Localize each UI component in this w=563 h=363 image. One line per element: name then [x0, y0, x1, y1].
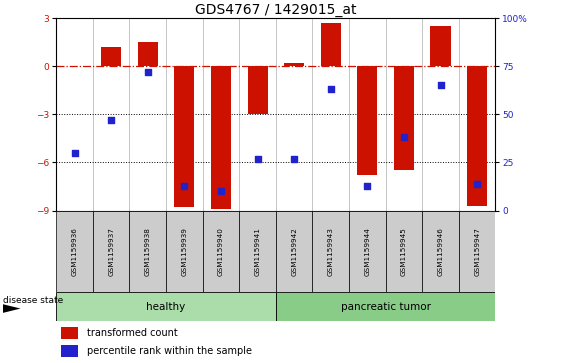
- Point: [180, 183, 189, 188]
- Point: [143, 69, 152, 75]
- Bar: [138, 42, 158, 66]
- Point: [436, 82, 445, 88]
- Text: GSM1159946: GSM1159946: [437, 227, 444, 276]
- Text: disease state: disease state: [3, 296, 63, 305]
- Text: GSM1159944: GSM1159944: [364, 227, 370, 276]
- Bar: [467, 66, 487, 206]
- Bar: [386, 211, 422, 292]
- Title: GDS4767 / 1429015_at: GDS4767 / 1429015_at: [195, 3, 356, 17]
- Bar: [394, 66, 414, 171]
- Bar: [422, 211, 459, 292]
- Text: GSM1159945: GSM1159945: [401, 227, 407, 276]
- Bar: [211, 66, 231, 209]
- Bar: [93, 211, 129, 292]
- Text: GSM1159947: GSM1159947: [474, 227, 480, 276]
- Bar: [166, 211, 203, 292]
- Point: [216, 188, 225, 194]
- Text: percentile rank within the sample: percentile rank within the sample: [87, 346, 252, 356]
- Text: GSM1159939: GSM1159939: [181, 227, 187, 276]
- Bar: [276, 211, 312, 292]
- Text: GSM1159938: GSM1159938: [145, 227, 151, 276]
- Bar: [56, 292, 276, 321]
- Text: transformed count: transformed count: [87, 328, 178, 338]
- Bar: [101, 47, 121, 66]
- Text: GSM1159937: GSM1159937: [108, 227, 114, 276]
- Bar: [349, 211, 386, 292]
- Text: GSM1159941: GSM1159941: [254, 227, 261, 276]
- Text: GSM1159942: GSM1159942: [291, 227, 297, 276]
- Point: [472, 181, 481, 187]
- Bar: [276, 292, 495, 321]
- Bar: [248, 66, 267, 114]
- Bar: [61, 327, 78, 339]
- Point: [400, 135, 409, 140]
- Text: GSM1159936: GSM1159936: [72, 227, 78, 276]
- Bar: [321, 23, 341, 66]
- Text: healthy: healthy: [146, 302, 186, 312]
- Point: [290, 156, 299, 162]
- Bar: [129, 211, 166, 292]
- Polygon shape: [3, 304, 21, 313]
- Bar: [312, 211, 349, 292]
- Point: [253, 156, 262, 162]
- Bar: [175, 66, 194, 207]
- Bar: [284, 63, 304, 66]
- Point: [70, 150, 79, 156]
- Point: [363, 183, 372, 188]
- Bar: [61, 345, 78, 357]
- Text: pancreatic tumor: pancreatic tumor: [341, 302, 431, 312]
- Bar: [203, 211, 239, 292]
- Bar: [459, 211, 495, 292]
- Bar: [239, 211, 276, 292]
- Bar: [358, 66, 377, 175]
- Text: GSM1159940: GSM1159940: [218, 227, 224, 276]
- Text: GSM1159943: GSM1159943: [328, 227, 334, 276]
- Point: [326, 86, 335, 92]
- Bar: [56, 211, 93, 292]
- Bar: [431, 26, 450, 66]
- Point: [107, 117, 116, 123]
